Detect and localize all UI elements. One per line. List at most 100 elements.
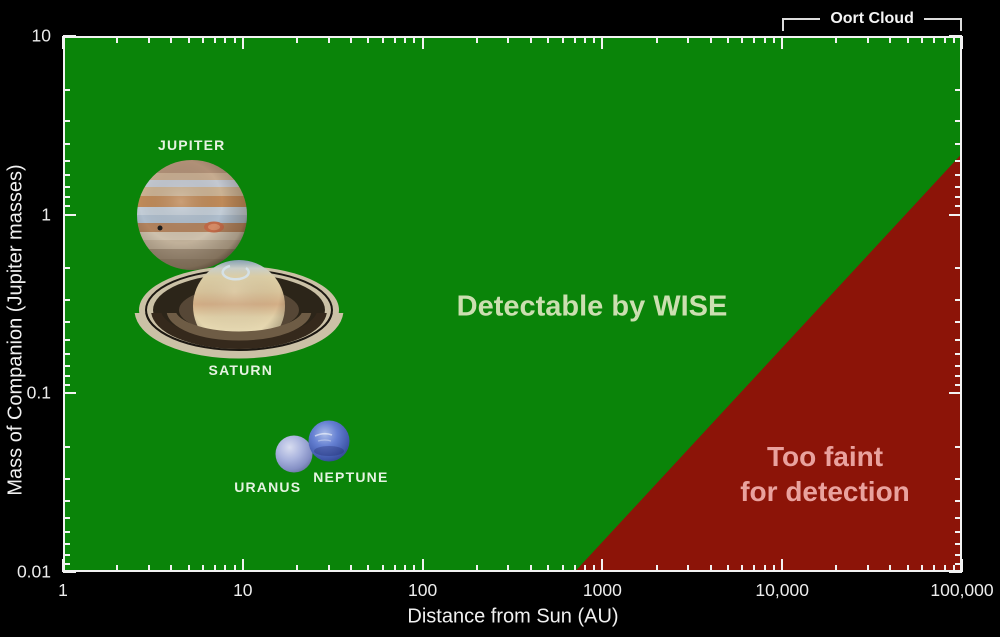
too-faint-region-label: Too faint for detection [740, 439, 910, 509]
x-tick-label: 10 [233, 580, 253, 600]
axis-tick [63, 352, 70, 355]
axis-tick [63, 267, 70, 270]
axis-tick [421, 559, 424, 572]
axis-tick [201, 36, 204, 43]
axis-tick [201, 565, 204, 572]
axis-tick [295, 565, 298, 572]
plot-area: Detectable by WISE Too faint for detecti… [62, 35, 963, 573]
axis-tick [63, 338, 70, 341]
axis-tick [573, 36, 576, 43]
axis-tick [63, 571, 76, 573]
axis-tick [63, 159, 70, 162]
axis-tick [62, 36, 64, 49]
axis-tick [889, 36, 892, 43]
axis-tick [213, 565, 216, 572]
axis-tick [529, 565, 532, 572]
axis-tick [772, 36, 775, 43]
axis-tick [241, 559, 244, 572]
neptune-image [308, 420, 350, 462]
too-faint-line-1: Too faint [766, 441, 884, 472]
axis-tick [529, 36, 532, 43]
bracket-left-arm [782, 18, 821, 31]
axis-tick [547, 36, 550, 43]
axis-tick [573, 565, 576, 572]
axis-tick [63, 196, 70, 199]
axis-tick [381, 565, 384, 572]
y-axis-title: Mass of Companion (Jupiter masses) [4, 164, 27, 496]
axis-tick [781, 36, 784, 49]
axis-tick [709, 36, 712, 43]
axis-tick [233, 36, 236, 43]
jupiter-image [136, 159, 247, 270]
y-tick-label: 0.01 [16, 561, 51, 582]
axis-tick [593, 36, 596, 43]
axis-tick [63, 213, 76, 216]
axis-tick [63, 185, 70, 188]
axis-tick [763, 36, 766, 43]
axis-tick [687, 36, 690, 43]
y-tick-label: 10 [31, 25, 51, 46]
oort-cloud-label: Oort Cloud [830, 10, 914, 27]
axis-tick [170, 36, 173, 43]
x-axis-tick-labels: 1 10 100 1000 10,000 100,000 [58, 580, 994, 602]
axis-tick [63, 35, 76, 37]
axis-tick [116, 36, 119, 43]
axis-tick [561, 36, 564, 43]
axis-tick [241, 36, 244, 49]
axis-tick [224, 565, 227, 572]
axis-tick [63, 392, 76, 395]
axis-tick [952, 36, 955, 43]
axis-tick [507, 565, 510, 572]
axis-tick [295, 36, 298, 43]
axis-tick [63, 553, 70, 556]
uranus-label: URANUS [234, 478, 302, 495]
axis-tick [327, 36, 330, 43]
axis-tick [727, 36, 730, 43]
axis-tick [63, 446, 70, 449]
axis-tick [147, 565, 150, 572]
axis-tick [601, 36, 604, 49]
axis-tick [63, 174, 70, 177]
x-tick-label: 1000 [582, 580, 622, 600]
oort-cloud-bracket: Oort Cloud [782, 6, 962, 32]
axis-tick [187, 565, 190, 572]
detectable-region-label: Detectable by WISE [456, 290, 728, 323]
axis-tick [655, 36, 658, 43]
axis-tick [421, 36, 424, 49]
axis-tick [955, 142, 962, 145]
axis-tick [63, 120, 70, 123]
axis-tick [63, 499, 70, 502]
axis-tick [475, 36, 478, 43]
axis-tick [741, 36, 744, 43]
axis-tick [933, 36, 936, 43]
axis-tick [753, 36, 756, 43]
axis-tick [63, 205, 70, 208]
axis-tick [961, 36, 963, 49]
axis-tick [116, 565, 119, 572]
axis-tick [63, 531, 70, 534]
axis-tick [350, 36, 353, 43]
axis-tick [63, 142, 70, 145]
axis-tick [475, 565, 478, 572]
y-tick-label: 0.1 [26, 382, 51, 403]
axis-tick [187, 36, 190, 43]
axis-tick [62, 559, 64, 572]
axis-tick [943, 36, 946, 43]
axis-tick [507, 36, 510, 43]
axis-tick [949, 35, 962, 37]
axis-tick [63, 364, 70, 367]
axis-tick [63, 375, 70, 378]
axis-tick [224, 36, 227, 43]
axis-tick [404, 565, 407, 572]
x-tick-label: 100 [407, 580, 438, 600]
axis-tick [63, 298, 70, 301]
axis-tick [955, 88, 962, 91]
neptune-label: NEPTUNE [313, 469, 389, 486]
axis-tick [63, 477, 70, 480]
axis-tick [393, 565, 396, 572]
x-tick-label: 100,000 [930, 580, 994, 600]
axis-tick [413, 565, 416, 572]
axis-tick [906, 36, 909, 43]
axis-tick [213, 36, 216, 43]
